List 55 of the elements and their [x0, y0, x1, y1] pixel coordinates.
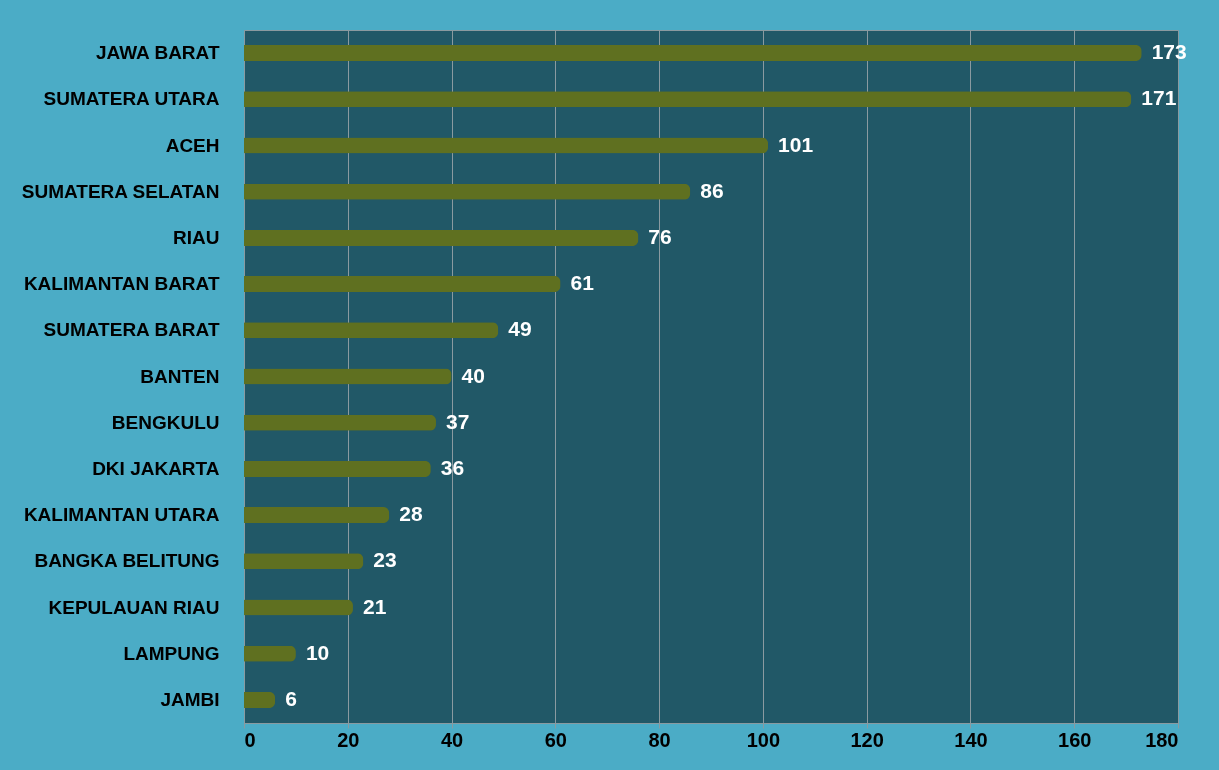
data-label: 86 — [700, 178, 724, 202]
data-label: 6 — [285, 686, 297, 710]
data-label: 101 — [778, 132, 814, 156]
x-tick-label: 160 — [1058, 728, 1092, 751]
x-tick-label: 100 — [746, 728, 781, 751]
bar — [244, 460, 431, 477]
y-tick-label: BANTEN — [140, 365, 220, 387]
bar — [244, 599, 353, 616]
y-tick-label: KALIMANTAN UTARA — [23, 504, 220, 526]
y-tick-label: SUMATERA BARAT — [43, 319, 220, 341]
y-tick-label: RIAU — [173, 226, 220, 248]
x-tick-label: 120 — [850, 728, 884, 751]
bar — [244, 45, 1142, 62]
bar — [244, 691, 276, 708]
data-label: 28 — [399, 502, 423, 526]
y-tick-label: SUMATERA UTARA — [43, 88, 220, 110]
y-tick-label: ACEH — [165, 134, 220, 156]
y-tick-label: JAWA BARAT — [96, 42, 220, 64]
data-label: 37 — [445, 409, 470, 433]
data-label: 61 — [570, 271, 595, 295]
data-label: 49 — [508, 317, 532, 341]
y-tick-label: SUMATERA SELATAN — [21, 180, 220, 202]
bar — [244, 414, 436, 431]
x-tick-label: 20 — [337, 728, 360, 751]
y-tick-label: KALIMANTAN BARAT — [23, 273, 220, 295]
y-tick-label: DKI JAKARTA — [92, 457, 220, 479]
x-tick-label: 180 — [1145, 728, 1179, 751]
data-label: 21 — [362, 594, 387, 618]
y-tick-label: JAMBI — [160, 688, 220, 710]
x-tick-label: 80 — [648, 728, 671, 751]
x-tick-label: 140 — [954, 728, 988, 751]
data-label: 40 — [461, 363, 485, 387]
y-tick-label: KEPULAUAN RIAU — [48, 596, 220, 618]
data-label: 10 — [305, 640, 330, 664]
bar — [244, 91, 1132, 108]
bar — [244, 368, 452, 385]
data-label: 23 — [373, 548, 397, 572]
data-label: 36 — [440, 455, 465, 479]
bar — [244, 137, 769, 154]
bar — [244, 645, 296, 662]
bar — [244, 553, 364, 570]
data-label: 171 — [1141, 86, 1177, 110]
bar — [244, 322, 499, 339]
y-tick-label: BANGKA BELITUNG — [34, 550, 220, 572]
y-tick-label: BENGKULU — [111, 411, 220, 433]
x-tick-label: 0 — [244, 728, 256, 751]
x-tick-label: 40 — [440, 728, 464, 751]
bar — [244, 276, 561, 293]
x-tick-label: 60 — [544, 728, 567, 751]
data-label: 76 — [648, 224, 672, 248]
bar — [244, 183, 691, 200]
bar — [244, 507, 390, 524]
bar — [244, 229, 639, 246]
data-label: 173 — [1151, 40, 1187, 64]
y-tick-label: LAMPUNG — [123, 642, 220, 664]
